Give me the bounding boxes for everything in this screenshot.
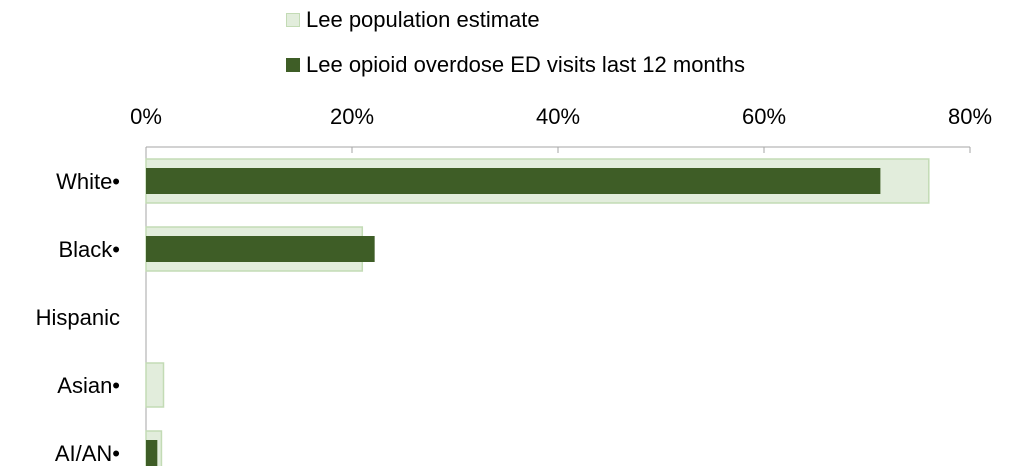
x-tick-label: 0% (130, 104, 162, 129)
legend-label-ed-visits: Lee opioid overdose ED visits last 12 mo… (306, 52, 746, 77)
category-label: Black• (59, 237, 121, 262)
bar-ed-visits (146, 236, 375, 262)
x-tick-label: 80% (948, 104, 992, 129)
bar-ed-visits (146, 168, 881, 194)
legend-item-ed-visits: Lee opioid overdose ED visits last 12 mo… (286, 52, 745, 78)
legend-swatch-population (286, 13, 300, 27)
category-label: Hispanic (36, 305, 120, 330)
x-tick-label: 40% (536, 104, 580, 129)
legend-swatch-ed-visits (286, 58, 300, 72)
x-tick-label: 60% (742, 104, 786, 129)
category-label: Asian• (57, 373, 120, 398)
bar-population (145, 362, 165, 408)
category-label: White• (56, 169, 120, 194)
bar-ed-visits (146, 440, 158, 466)
legend-item-population: Lee population estimate (286, 7, 540, 33)
legend-label-population: Lee population estimate (306, 7, 540, 32)
x-tick-label: 20% (330, 104, 374, 129)
category-label: AI/AN• (55, 441, 120, 466)
